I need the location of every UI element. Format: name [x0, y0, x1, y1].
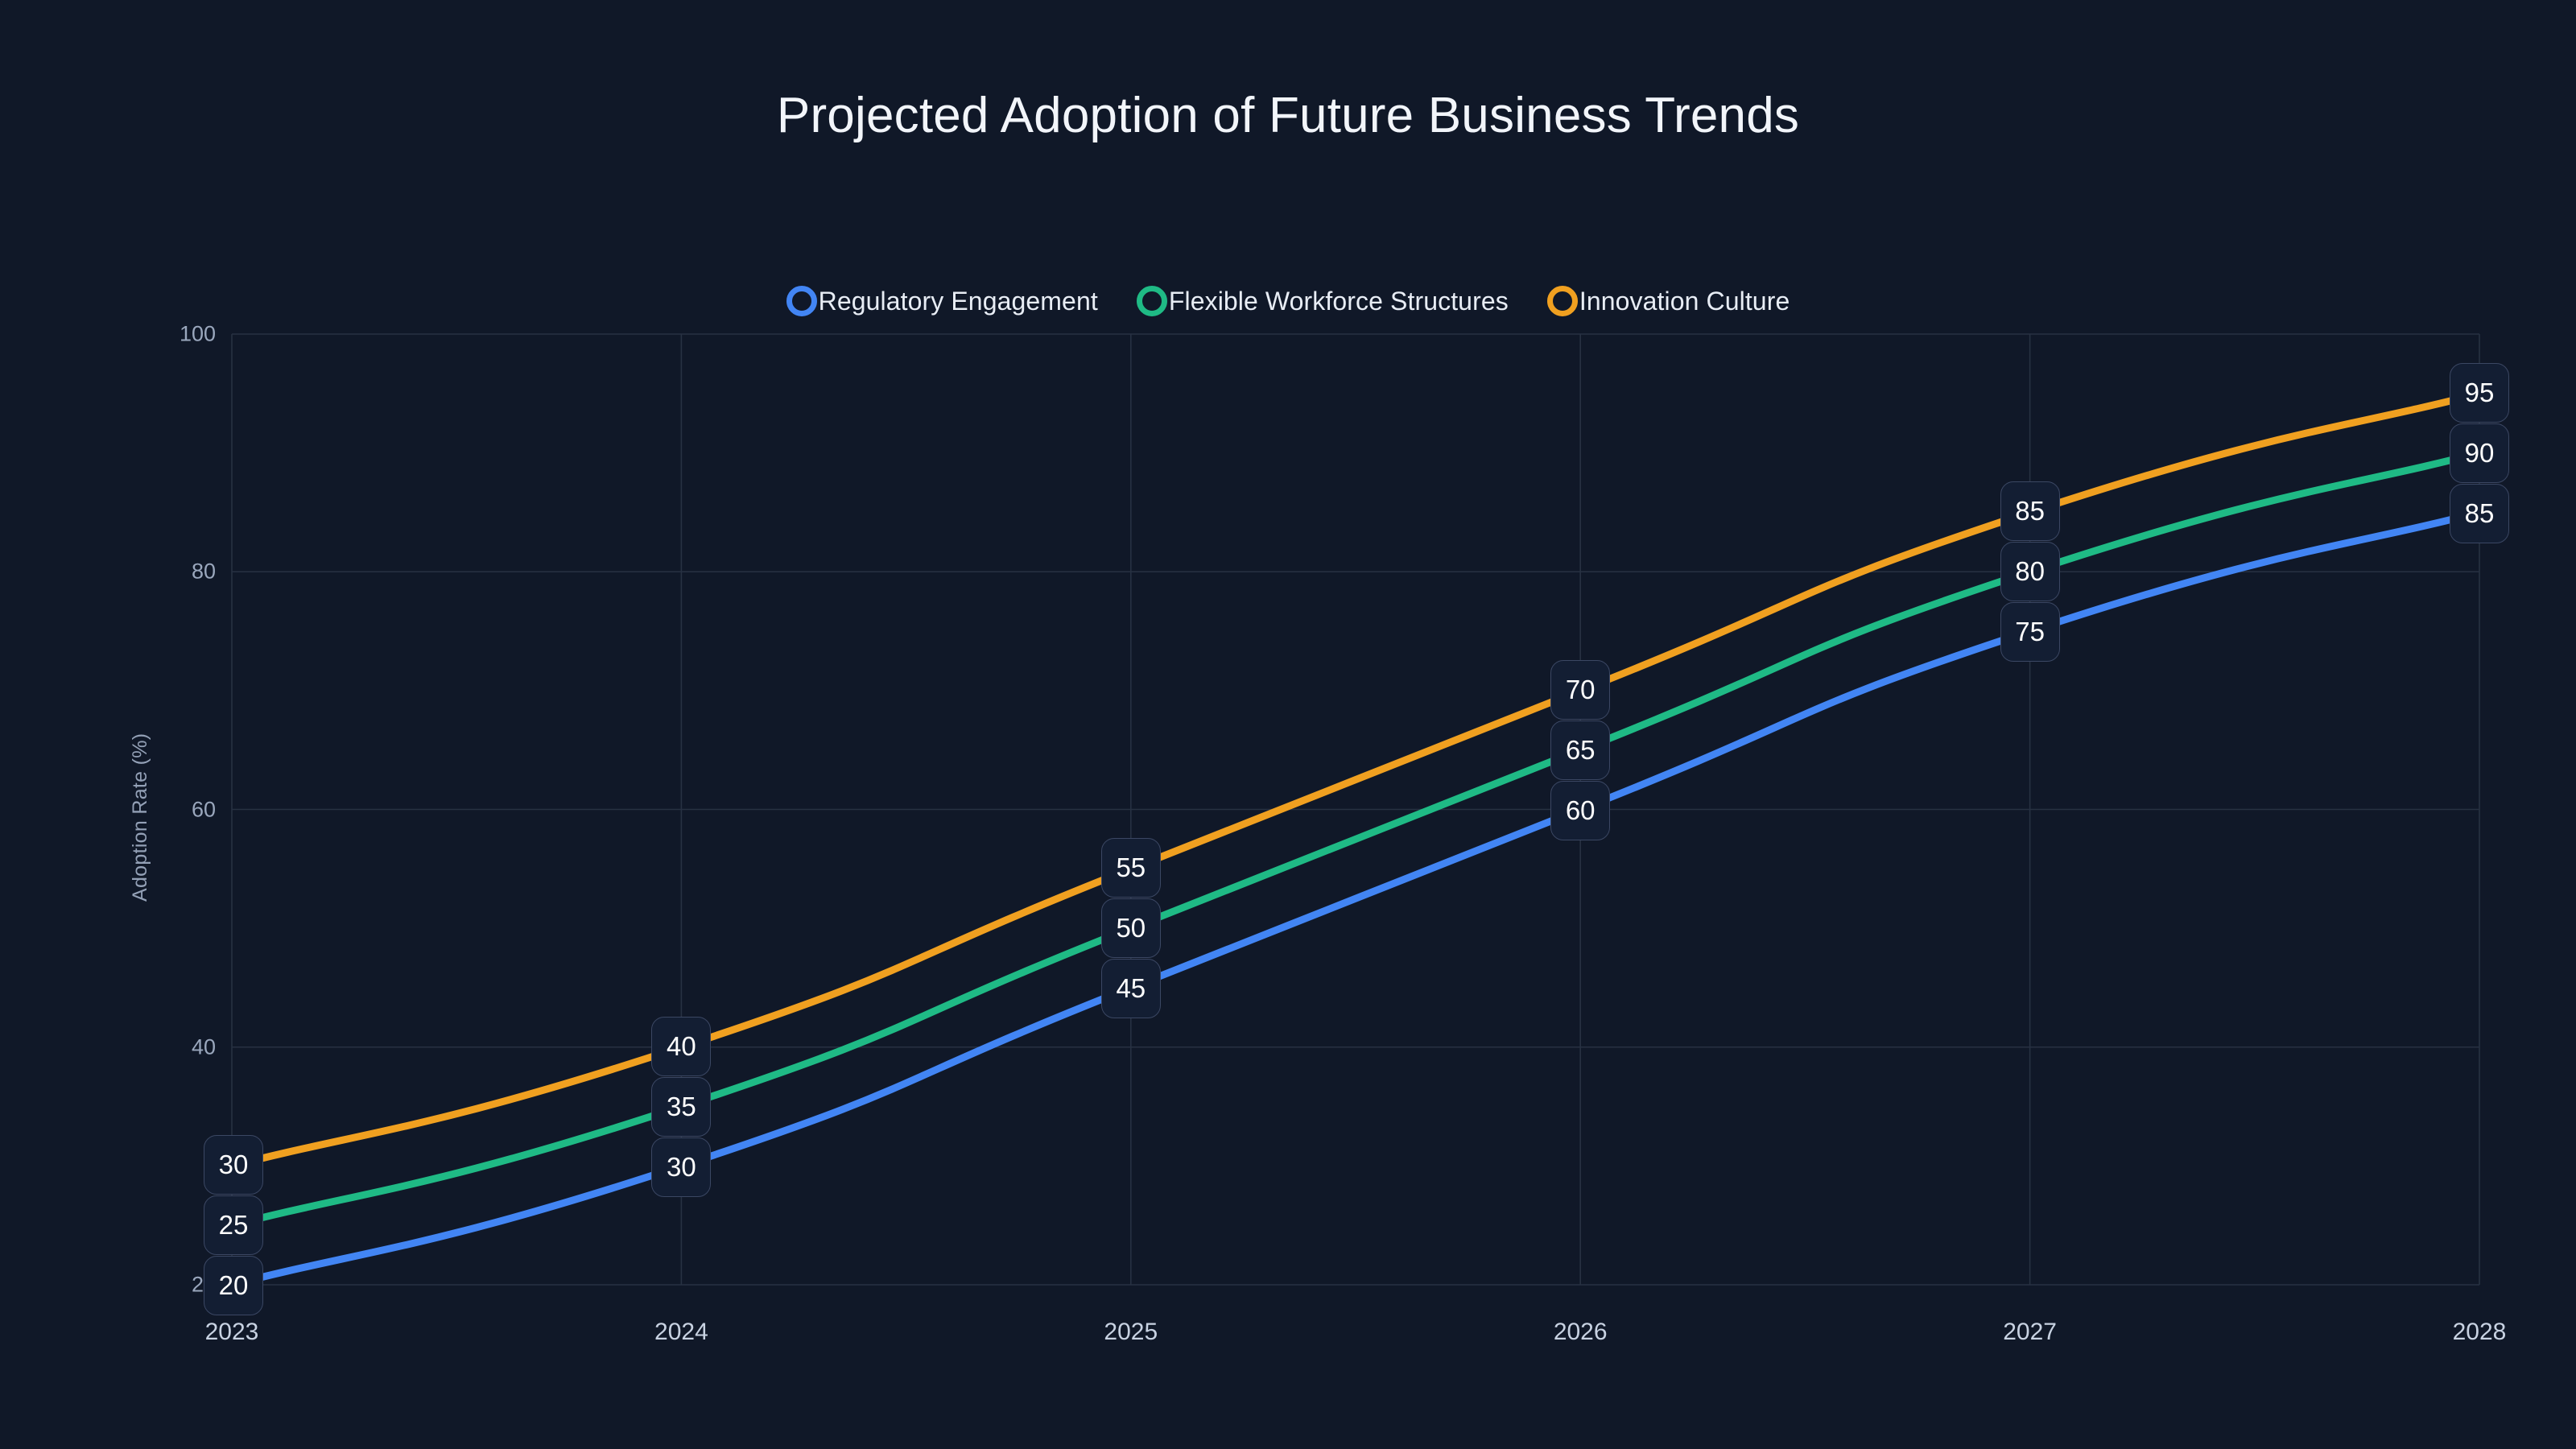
data-point-label: 60 — [1550, 780, 1611, 840]
data-point-label: 85 — [2000, 481, 2060, 542]
data-point-label: 20 — [204, 1256, 263, 1316]
series-line — [228, 508, 2483, 1289]
page-title: Projected Adoption of Future Business Tr… — [776, 88, 1800, 143]
data-point-label: 50 — [1100, 898, 1161, 959]
data-point-label: 35 — [651, 1076, 712, 1137]
data-point-label: 55 — [1100, 838, 1161, 898]
data-point-label: 45 — [1100, 959, 1161, 1019]
data-point-label: 25 — [204, 1195, 263, 1256]
data-point-label: 70 — [1550, 659, 1611, 720]
series-line — [228, 390, 2483, 1170]
x-axis-tick-label: 2023 — [204, 1319, 259, 1345]
data-point-label: 65 — [1550, 720, 1611, 780]
x-axis-tick-label: 2024 — [654, 1319, 708, 1345]
x-axis-tick-label: 2027 — [2003, 1319, 2057, 1345]
y-axis-tick-label: 60 — [191, 797, 216, 821]
data-point-label: 40 — [651, 1016, 712, 1076]
data-point-label: 80 — [2000, 542, 2060, 602]
x-axis-tick-label: 2028 — [2452, 1319, 2507, 1345]
x-axis-tick-label: 2025 — [1104, 1319, 1158, 1345]
y-axis-tick-label: 40 — [191, 1034, 216, 1059]
y-axis-tick-label: 80 — [191, 559, 216, 584]
series-line — [228, 449, 2483, 1229]
data-point-label: 85 — [2450, 483, 2509, 543]
y-axis-tick-label: 100 — [179, 321, 216, 346]
data-point-label: 75 — [2000, 602, 2060, 663]
data-point-label: 30 — [204, 1135, 263, 1195]
data-point-label: 90 — [2450, 423, 2509, 483]
y-axis-title: Adoption Rate (%) — [129, 733, 151, 902]
data-point-label: 30 — [651, 1137, 712, 1197]
data-point-label: 95 — [2450, 362, 2509, 423]
x-axis-tick-label: 2026 — [1553, 1319, 1608, 1345]
